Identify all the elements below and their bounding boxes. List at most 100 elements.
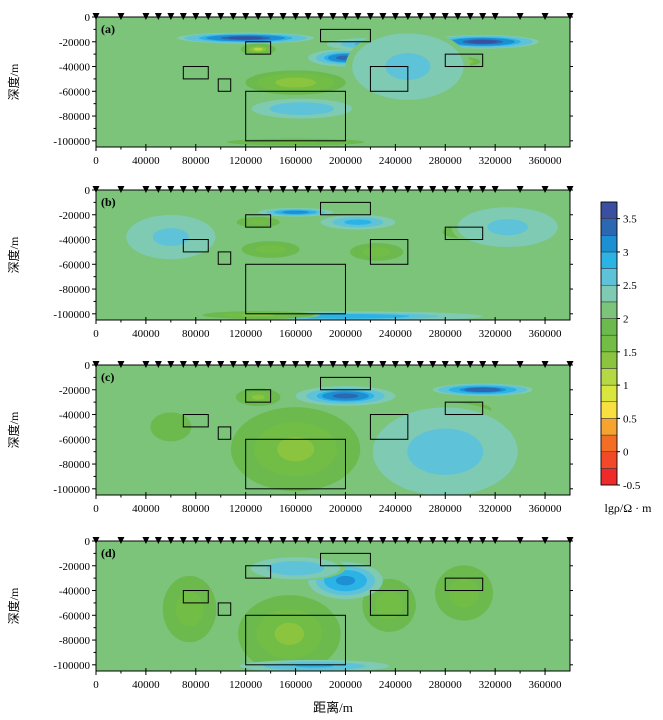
station-marker — [267, 361, 275, 368]
station-marker — [454, 537, 462, 544]
station-marker — [479, 537, 487, 544]
colorbar-swatch — [600, 251, 618, 269]
y-tick-label: -100000 — [53, 309, 90, 321]
station-marker — [441, 186, 449, 193]
station-marker — [416, 186, 424, 193]
x-tick-label: 40000 — [132, 503, 160, 515]
colorbar-swatch — [600, 351, 618, 369]
x-tick-label: 360000 — [529, 679, 563, 691]
colorbar: 3.5 3 2.5 2 1.5 1 0.5 0 -0.5 lgρ/Ω · m — [600, 201, 653, 515]
contour-band — [273, 140, 318, 144]
station-marker — [279, 13, 287, 20]
y-tick-label: 0 — [85, 360, 91, 372]
anomaly — [432, 383, 533, 396]
colorbar-swatch — [600, 434, 618, 452]
station-marker — [516, 361, 524, 368]
target-box — [245, 565, 272, 579]
target-box — [182, 239, 209, 253]
station-marker — [279, 186, 287, 193]
contour-band — [424, 438, 467, 465]
station-marker — [429, 186, 437, 193]
station-marker — [429, 361, 437, 368]
y-axis-title: 深度/m — [6, 411, 21, 448]
colorbar-label: lgρ/Ω · m — [605, 501, 653, 515]
contour-band — [158, 230, 184, 244]
contour-field — [127, 383, 533, 495]
station-marker — [217, 537, 225, 544]
x-tick-label: 80000 — [182, 679, 210, 691]
target-box — [444, 53, 484, 68]
colorbar-swatch — [600, 218, 618, 236]
colorbar-swatch — [600, 384, 618, 403]
contour-band — [282, 565, 309, 572]
station-marker — [317, 13, 325, 20]
x-tick-label: 0 — [93, 679, 99, 691]
target-box — [245, 90, 346, 142]
target-box — [369, 414, 409, 440]
y-axis-title: 深度/m — [6, 63, 21, 100]
colorbar-tick-label: 2.5 — [623, 280, 637, 292]
station-marker — [279, 537, 287, 544]
colorbar-swatch — [600, 468, 618, 486]
x-tick-label: 240000 — [379, 679, 413, 691]
anomaly — [346, 242, 407, 262]
station-marker — [366, 186, 374, 193]
station-marker — [317, 186, 325, 193]
x-tick-label: 360000 — [529, 503, 563, 515]
station-marker — [479, 361, 487, 368]
station-marker — [441, 361, 449, 368]
y-tick-label: -100000 — [53, 136, 90, 148]
station-marker — [416, 537, 424, 544]
x-tick-label: 40000 — [132, 328, 160, 340]
x-tick-label: 0 — [93, 328, 99, 340]
station-marker — [454, 186, 462, 193]
station-marker — [204, 537, 212, 544]
contour-band — [159, 418, 183, 435]
station-marker — [541, 186, 549, 193]
y-axis-title: 深度/m — [6, 236, 21, 273]
station-marker — [304, 537, 312, 544]
station-marker — [167, 186, 175, 193]
x-tick-label: 160000 — [279, 679, 313, 691]
anomaly — [258, 207, 333, 217]
x-tick-label: 160000 — [279, 503, 313, 515]
y-tick-label: 0 — [85, 185, 91, 197]
x-tick-label: 280000 — [429, 328, 463, 340]
station-marker — [229, 537, 237, 544]
colorbar-frame — [600, 201, 618, 486]
station-marker — [142, 537, 150, 544]
colorbar-swatch — [600, 235, 618, 253]
x-tick-label: 280000 — [429, 679, 463, 691]
colorbar-swatch — [600, 368, 618, 386]
station-marker — [354, 361, 362, 368]
station-marker — [341, 361, 349, 368]
target-box — [320, 552, 371, 567]
station-marker — [391, 186, 399, 193]
station-marker — [404, 13, 412, 20]
station-marker — [254, 361, 262, 368]
target-box — [217, 78, 232, 92]
station-marker — [179, 537, 187, 544]
station-marker — [516, 13, 524, 20]
contour-band — [262, 247, 279, 252]
x-tick-label: 200000 — [329, 679, 363, 691]
x-tick-label: 120000 — [229, 155, 263, 167]
panel-label: (b) — [101, 195, 116, 209]
station-marker — [429, 537, 437, 544]
x-tick-label: 240000 — [379, 503, 413, 515]
x-tick-label: 0 — [93, 503, 99, 515]
y-tick-label: -80000 — [59, 111, 91, 123]
station-marker — [391, 537, 399, 544]
target-box — [245, 614, 346, 666]
y-tick-label: -40000 — [59, 410, 91, 422]
station-marker — [229, 186, 237, 193]
station-marker — [304, 13, 312, 20]
station-marker — [292, 361, 300, 368]
x-tick-label: 80000 — [182, 155, 210, 167]
contour-band — [251, 220, 266, 224]
anomaly — [431, 562, 497, 624]
contour-band — [455, 585, 473, 601]
contour-band — [493, 221, 523, 233]
panel-label: (a) — [101, 22, 115, 36]
y-tick-label: -20000 — [59, 210, 91, 222]
